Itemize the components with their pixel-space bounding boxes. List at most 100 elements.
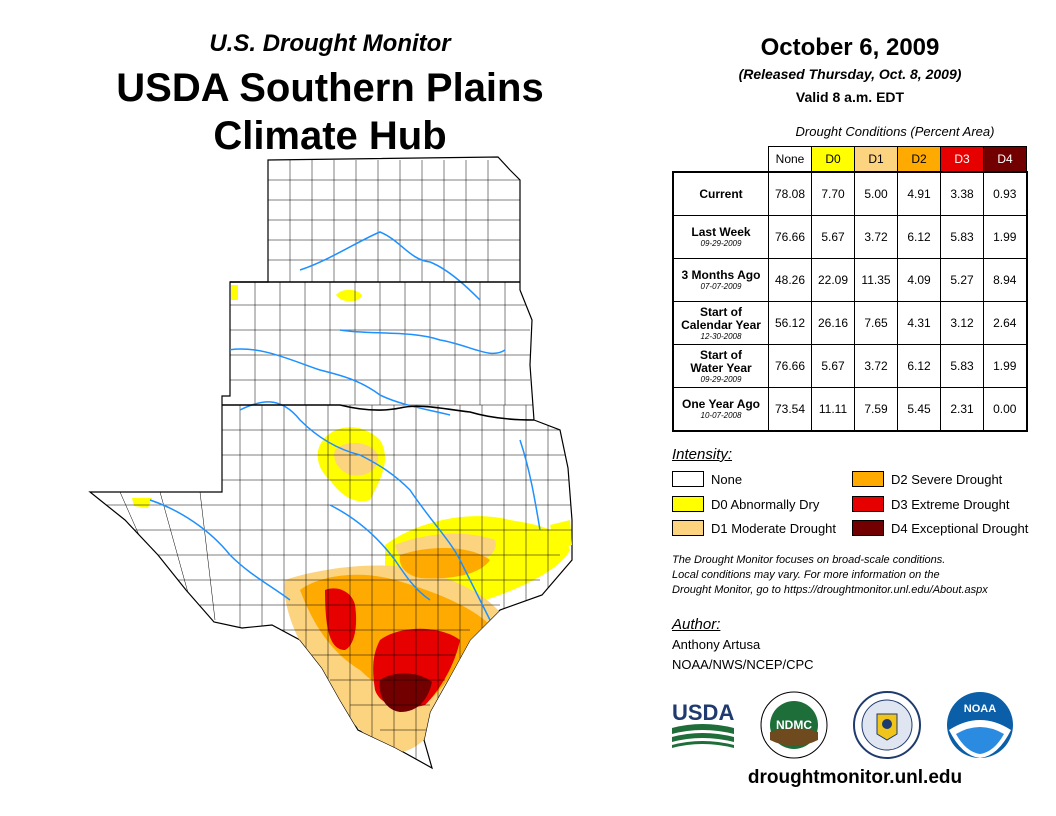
svg-text:NOAA: NOAA	[964, 703, 996, 715]
rivers	[149, 231, 541, 621]
row-date: 09-29-2009	[700, 374, 742, 384]
svg-text:USDA: USDA	[672, 700, 734, 725]
legend-swatch-d0	[672, 496, 704, 512]
table-cell: 5.27	[940, 258, 984, 302]
row-label-main: Start of	[700, 304, 742, 319]
row-label: Last Week 09-29-2009	[672, 215, 769, 259]
table-cell: 2.64	[983, 301, 1028, 345]
legend-swatch-d3	[852, 496, 884, 512]
table-cell: 6.12	[897, 215, 941, 259]
col-header-none: None	[768, 146, 812, 173]
row-label-main: Current	[699, 186, 743, 201]
svg-text:NDMC: NDMC	[776, 718, 812, 732]
col-header-d1: D1	[854, 146, 898, 173]
table-row: Start of Water Year 09-29-2009 76.66 5.67 3.7…	[672, 344, 1028, 388]
state-boundaries	[222, 281, 535, 421]
valid-time: Valid 8 a.m. EDT	[795, 89, 905, 105]
table-cell: 2.31	[940, 387, 984, 432]
table-row: Start of Calendar Year 12-30-2008 56.12 26.1…	[672, 301, 1028, 345]
note-line-3: Drought Monitor, go to https://droughtmo…	[672, 584, 988, 596]
author-title: Author:	[672, 616, 721, 633]
row-label: 3 Months Ago 07-07-2009	[672, 258, 769, 302]
row-label: Start of Water Year 09-29-2009	[672, 344, 769, 388]
row-date: 09-29-2009	[700, 239, 742, 248]
table-cell: 5.00	[854, 171, 898, 216]
legend-label-d2: D2 Severe Drought	[891, 472, 1003, 487]
table-cell: 5.83	[940, 215, 984, 259]
table-cell: 26.16	[811, 301, 855, 345]
legend-swatch-d4	[852, 520, 884, 536]
row-label-main: One Year Ago	[681, 397, 761, 411]
table-cell: 0.93	[983, 171, 1028, 216]
table-cell: 3.72	[854, 215, 898, 259]
table-cell: 22.09	[811, 258, 855, 302]
col-header-d3: D3	[940, 146, 984, 173]
note-line-1: The Drought Monitor focuses on broad-sca…	[672, 554, 946, 566]
note-line-2: Local conditions may vary. For more info…	[672, 569, 940, 581]
table-cell: 11.11	[811, 387, 855, 432]
release-date: (Released Thursday, Oct. 8, 2009)	[738, 66, 962, 82]
table-cell: 3.38	[940, 171, 984, 216]
table-row: Last Week 09-29-2009 76.66 5.67 3.72 6.12 5.83…	[672, 215, 1028, 259]
table-cell: 73.54	[768, 387, 812, 432]
usda-logo: USDA	[672, 700, 734, 748]
legend-label-d3: D3 Extreme Drought	[891, 497, 1010, 512]
table-cell: 76.66	[768, 344, 812, 388]
table-cell: 7.70	[811, 171, 855, 216]
row-label-second: Calendar Year	[681, 317, 761, 332]
col-header-d4: D4	[983, 146, 1027, 173]
col-header-d2: D2	[897, 146, 941, 173]
legend-swatch-d2	[852, 471, 884, 487]
row-label-main: 3 Months Ago	[681, 268, 761, 282]
table-cell: 8.94	[983, 258, 1028, 302]
table-cell: 3.72	[854, 344, 898, 388]
row-label-main: Last Week	[691, 225, 751, 239]
legend-label-none: None	[711, 472, 743, 487]
table-row: One Year Ago 10-07-2008 73.54 11.11 7.59 5.45…	[672, 387, 1028, 432]
drought-map	[88, 156, 573, 770]
table-cell: 4.09	[897, 258, 941, 302]
table-cell: 3.12	[940, 301, 984, 345]
table-cell: 4.91	[897, 171, 941, 216]
table-cell: 5.83	[940, 344, 984, 388]
table-cell: 5.67	[811, 344, 855, 388]
author-name: Anthony Artusa	[672, 637, 761, 652]
table-cell: 4.31	[897, 301, 941, 345]
row-label: Start of Calendar Year 12-30-2008	[672, 301, 769, 345]
col-header-d0: D0	[811, 146, 855, 173]
row-label-main: Start of	[700, 347, 742, 362]
row-label-second: Water Year	[690, 360, 752, 375]
table-cell: 0.00	[983, 387, 1028, 432]
row-date: 10-07-2008	[700, 411, 742, 420]
map-date: October 6, 2009	[760, 34, 940, 61]
table-cell: 7.65	[854, 301, 898, 345]
partner-logos: USDA NDMC NOAA	[672, 691, 1013, 759]
legend-label-d4: D4 Exceptional Drought	[891, 521, 1029, 536]
map-title-line2: Climate Hub	[213, 114, 447, 158]
map-title-line1: USDA Southern Plains	[116, 66, 544, 110]
table-cell: 11.35	[854, 258, 898, 302]
legend-label-d0: D0 Abnormally Dry	[711, 497, 820, 512]
table-cell: 78.08	[768, 171, 812, 216]
conditions-table-title: Drought Conditions (Percent Area)	[795, 124, 995, 139]
author-organization: NOAA/NWS/NCEP/CPC	[672, 657, 814, 672]
legend-label-d1: D1 Moderate Drought	[711, 521, 837, 536]
table-cell: 5.67	[811, 215, 855, 259]
row-date: 12-30-2008	[700, 331, 742, 341]
table-cell: 48.26	[768, 258, 812, 302]
drought-conditions-table: None D0 D1 D2 D3 D4 Current 78.08 7.70 5.00…	[672, 146, 1028, 432]
monitor-subtitle: U.S. Drought Monitor	[209, 30, 451, 57]
table-cell: 76.66	[768, 215, 812, 259]
noaa-logo: NOAA	[947, 692, 1013, 758]
legend-swatch-d1	[672, 520, 704, 536]
table-row: Current 78.08 7.70 5.00 4.91 3.38 0.93	[672, 171, 1028, 216]
disclaimer-note: The Drought Monitor focuses on broad-sca…	[672, 553, 1052, 598]
table-cell: 1.99	[983, 344, 1028, 388]
drought-d4-areas	[379, 673, 432, 712]
row-date: 07-07-2009	[700, 282, 742, 291]
table-cell: 5.45	[897, 387, 941, 432]
intensity-legend-title: Intensity:	[672, 446, 733, 463]
footer-website-link[interactable]: droughtmonitor.unl.edu	[747, 767, 963, 788]
doc-seal-logo	[853, 691, 921, 759]
table-row: 3 Months Ago 07-07-2009 48.26 22.09 11.35 4.0…	[672, 258, 1028, 302]
